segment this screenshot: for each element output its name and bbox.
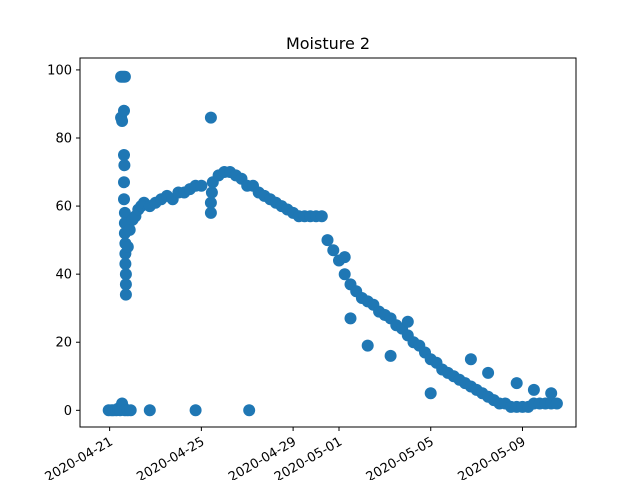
data-point [482, 366, 495, 379]
data-point [119, 268, 132, 281]
data-point [118, 193, 130, 206]
plot-area [79, 57, 577, 428]
data-point [338, 251, 351, 264]
y-tick-label: 40 [55, 268, 72, 283]
data-point [243, 404, 256, 417]
data-point [119, 257, 132, 270]
data-point [118, 176, 130, 189]
data-point [344, 312, 357, 325]
data-points [102, 70, 563, 417]
data-point [119, 288, 132, 301]
data-point [361, 339, 374, 352]
y-tick-label: 20 [55, 336, 72, 351]
y-tick-label: 80 [55, 131, 72, 146]
data-point [401, 315, 414, 328]
data-point [424, 387, 437, 400]
data-point [321, 234, 334, 247]
data-point [124, 404, 137, 417]
y-tick-label: 100 [47, 63, 72, 78]
data-point [327, 244, 340, 257]
data-point [545, 387, 558, 400]
plot-frame [79, 57, 577, 428]
data-point [204, 196, 217, 209]
data-point [143, 404, 156, 417]
data-point [205, 186, 218, 199]
data-point [118, 70, 131, 83]
data-point [464, 353, 477, 366]
data-point [550, 397, 563, 410]
data-point [204, 111, 217, 124]
data-point [189, 404, 202, 417]
data-point [338, 268, 351, 281]
data-point [123, 223, 136, 236]
chart-title: Moisture 2 [286, 34, 370, 53]
data-point [510, 377, 523, 390]
data-point [118, 159, 131, 172]
data-point [527, 383, 540, 396]
data-point [118, 104, 130, 117]
data-point [315, 210, 328, 223]
data-point [118, 206, 131, 219]
data-point [121, 240, 134, 253]
y-axis: 0 20 40 60 80 100 [47, 63, 80, 419]
y-tick-label: 0 [64, 404, 72, 419]
data-point [118, 149, 130, 161]
y-tick-label: 60 [55, 200, 72, 215]
data-point [384, 349, 397, 362]
data-point [119, 278, 132, 291]
data-point [195, 179, 208, 192]
data-point [204, 206, 217, 219]
data-point [116, 115, 129, 127]
